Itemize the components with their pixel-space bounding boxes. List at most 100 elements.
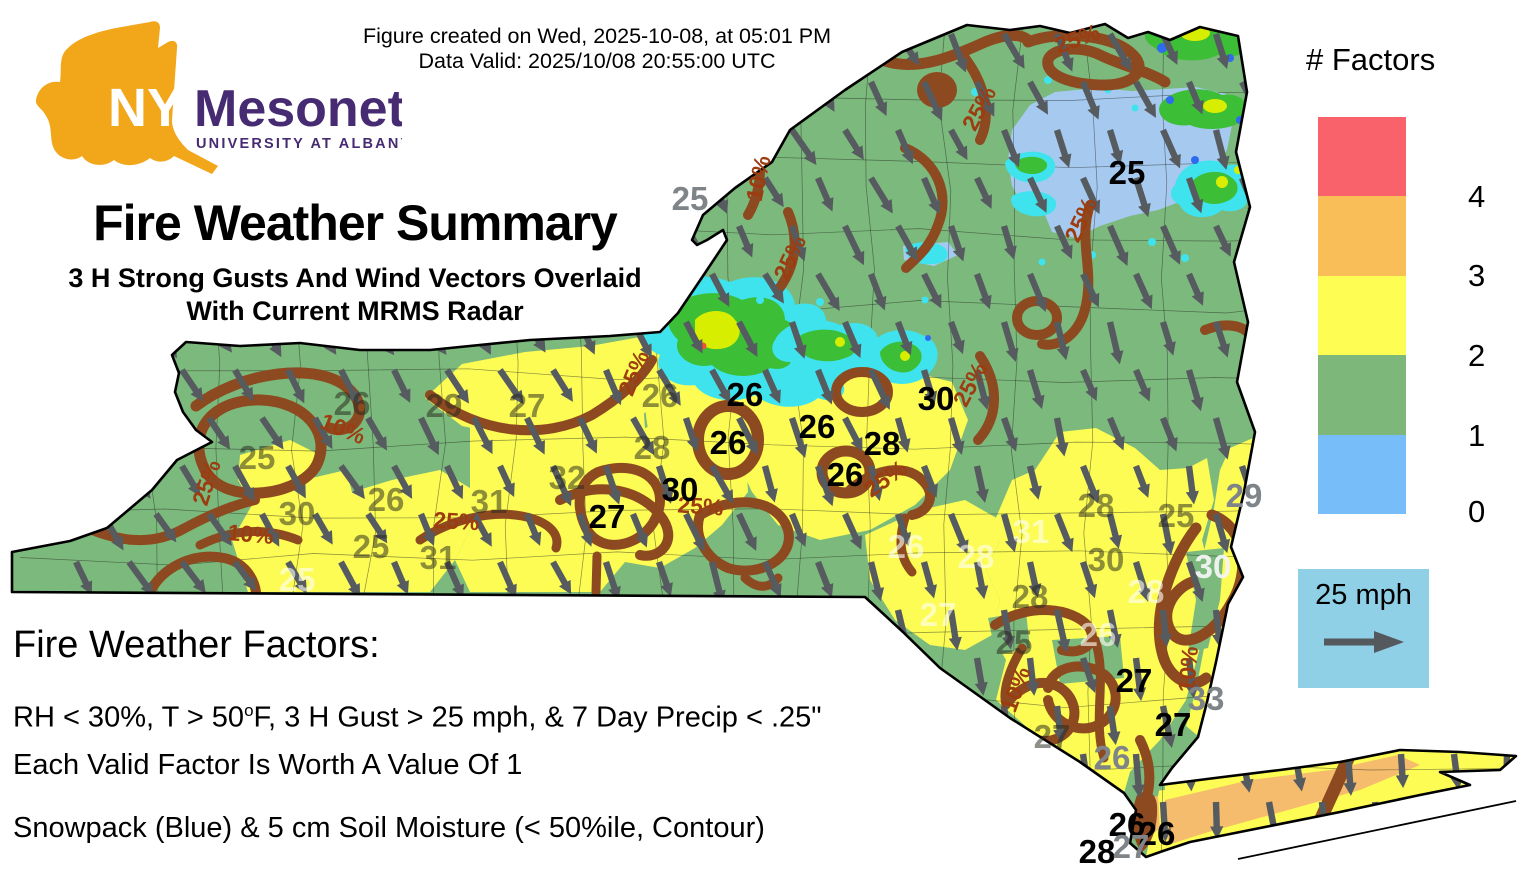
wind-arrow [655,560,673,597]
wind-arrow [1450,369,1465,410]
wind-arrow [391,656,414,692]
figure-subtitle-line1: 3 H Strong Gusts And Wind Vectors Overla… [68,263,642,293]
wind-arrow [1027,80,1048,115]
wind-arrow [655,465,674,504]
gust-label: 31 [1013,513,1050,550]
wind-arrow [1158,609,1172,648]
gust-label: 25 [353,528,390,565]
wind-arrow [867,465,883,502]
wind-arrow [1425,128,1444,164]
wind-arrow [126,368,155,403]
wind-arrow [1500,561,1515,600]
wind-arrow [1503,465,1516,510]
gust-label: 29 [426,387,463,424]
wind-arrow [921,272,942,309]
logo-nys-text: NYS [108,78,219,138]
wind-arrow [577,416,598,454]
wind-arrow [524,608,544,646]
wind-arrow [842,128,864,160]
wind-arrow [814,464,835,507]
ny-state-logo-shape [35,21,218,174]
wind-arrow [418,608,439,648]
wind-arrow [206,512,232,546]
colorbar-segment [1318,196,1406,276]
wind-arrow [126,848,145,857]
wind-arrow [1185,657,1199,699]
wind-arrow [948,512,969,554]
wind-arrow [948,32,968,73]
gust-label: 30 [1088,541,1125,578]
wind-arrow [762,272,784,304]
wind-arrow [973,369,991,410]
wind-arrow [709,272,730,307]
colorbar-tick: 2 [1468,338,1486,373]
wind-arrow [973,561,989,600]
wind-arrow [73,368,94,400]
gust-label: 27 [1155,706,1192,743]
wind-arrow [391,848,408,857]
wind-arrow [1291,273,1311,316]
gust-label: 28 [1128,573,1165,610]
wind-arrow [1397,849,1405,857]
wind-arrow [1133,272,1153,310]
wind-arrow [709,464,734,504]
wind-arrow [1238,657,1254,693]
wind-arrow [762,560,782,598]
wind-arrow [1263,609,1277,647]
wind-arrow [947,224,966,262]
wind-arrow [655,849,671,857]
wind-arrow [1106,705,1121,746]
wind-arrow [338,464,365,500]
wind-arrow [524,512,542,546]
wind-arrow [1265,417,1282,460]
wind-arrow [1476,705,1490,742]
wind-arrow [789,800,809,843]
wind-arrow [1054,32,1074,72]
nys-mesonet-logo: NYS Mesonet UNIVERSITY AT ALBANY [35,21,402,174]
wind-arrow [920,561,937,599]
wind-arrow [365,512,388,544]
colorbar-segment [1318,275,1406,356]
wind-arrow [656,80,681,119]
gust-label: 25 [279,561,316,598]
wind-arrow [921,80,943,121]
wind-arrow [1291,849,1301,857]
wind-arrow [921,464,938,498]
wind-arrow [153,512,177,543]
wind-arrow [206,416,231,450]
wind-arrow [1053,417,1069,457]
wind-arrow [841,609,856,644]
wind-arrow [1238,849,1250,857]
wind-arrow [736,320,758,357]
wind-arrow [1424,225,1442,265]
wind-arrow [947,609,962,651]
gust-label: 25 [1158,497,1195,534]
wind-arrow [814,848,832,857]
gust-label: 27 [1034,718,1071,755]
wind-arrow [550,848,568,857]
wind-arrow [920,849,935,857]
wind-arrow [1528,416,1536,456]
wind-arrow [683,608,702,644]
wind-arrow [285,368,305,404]
wind-arrow [471,512,492,547]
wind-arrow [497,80,521,110]
gust-label: 33 [1188,680,1225,717]
wind-arrow [259,512,280,547]
wind-arrow [1132,177,1151,218]
wind-arrow [1527,129,1536,169]
wind-arrow [1026,849,1040,857]
colorbar-tick: 0 [1468,494,1486,529]
wind-arrow [603,656,625,695]
wind-arrow [1503,849,1511,857]
ny-state-border [10,22,1518,859]
wind-arrow [789,512,807,547]
degree-superscript: o [244,701,254,720]
wind-arrow [1026,753,1041,793]
wind-arrow [1265,320,1283,355]
wind-arrow [655,657,671,693]
wind-arrow [630,416,655,456]
wind-arrow [1527,513,1536,548]
wind-arrow [1421,801,1435,842]
wind-arrow [232,368,254,402]
